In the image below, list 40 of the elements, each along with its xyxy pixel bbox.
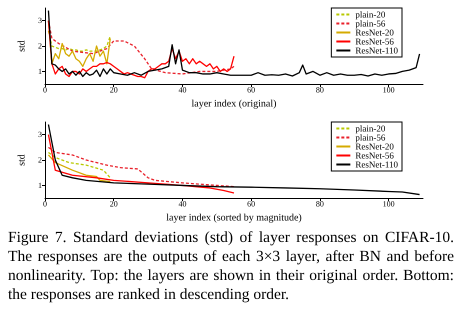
line-series (48, 10, 420, 78)
line-series (48, 154, 111, 182)
y-tick-label: 1 (38, 180, 42, 190)
legend-label: plain-56 (355, 132, 386, 142)
legend-label: ResNet-56 (355, 150, 394, 160)
x-tick-label: 0 (43, 86, 47, 95)
x-tick-label: 100 (382, 200, 395, 209)
x-tick-label: 60 (247, 200, 256, 209)
y-tick-label: 3 (38, 130, 42, 140)
y-tick-label: 1 (38, 66, 42, 76)
x-tick-label: 80 (316, 200, 324, 209)
legend-label: plain-56 (355, 18, 386, 28)
x-tick-label: 20 (110, 200, 118, 209)
x-tick-label: 60 (247, 86, 256, 95)
legend-label: ResNet-56 (355, 36, 394, 46)
line-series (48, 30, 111, 52)
line-series (48, 134, 235, 194)
x-tick-label: 20 (110, 86, 118, 95)
x-axis-title: layer index (sorted by magnitude) (166, 212, 302, 224)
legend-label: ResNet-20 (355, 28, 394, 38)
x-tick-label: 0 (43, 200, 47, 209)
line-series (48, 124, 420, 196)
caption: Figure 7. Standard deviations (std) of layer responses on CIFAR-10. The responses are the outputs of each 3×3 layer, after BN and before nonlinearity. Top: the layers are shown in their original order. Bottom: the responses are ranked in descending order. (7, 228, 455, 304)
legend-label: plain-20 (355, 124, 386, 134)
y-tick-label: 3 (38, 16, 42, 26)
legend-label: ResNet-110 (355, 160, 398, 170)
x-tick-label: 100 (382, 86, 395, 95)
y-axis-title: std (16, 154, 28, 166)
x-axis-title: layer index (original) (192, 98, 276, 110)
y-tick-label: 2 (38, 42, 42, 51)
legend-label: plain-20 (355, 10, 386, 20)
line-series (48, 152, 111, 178)
y-tick-label: 2 (38, 156, 42, 165)
y-axis-title: std (16, 40, 28, 52)
x-tick-label: 40 (178, 200, 186, 209)
x-tick-label: 80 (316, 86, 324, 95)
x-tick-label: 40 (178, 86, 186, 95)
line-series (48, 146, 235, 188)
legend-label: ResNet-20 (355, 142, 394, 152)
legend-label: ResNet-110 (355, 46, 398, 56)
